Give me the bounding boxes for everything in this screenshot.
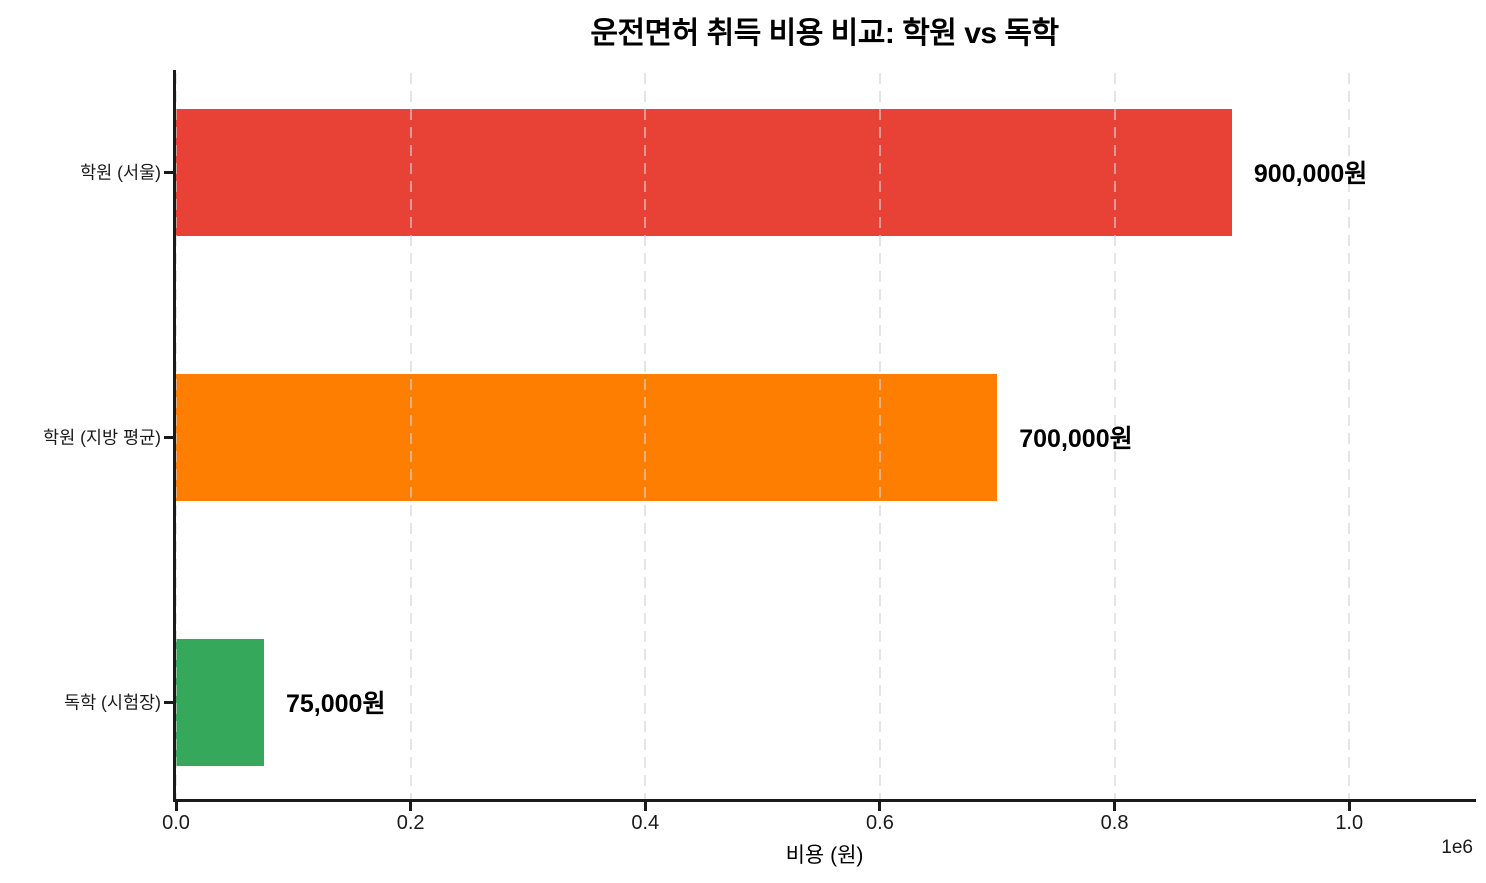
x-tick-label: 0.0 — [162, 812, 190, 834]
y-tick-label: 학원 (서울) — [80, 162, 161, 183]
chart-title: 운전면허 취득 비용 비교: 학원 vs 독학 — [590, 17, 1059, 50]
y-tick-label: 학원 (지방 평균) — [43, 427, 161, 448]
bar-value-label: 700,000원 — [1019, 425, 1133, 453]
y-tick-mark — [164, 170, 173, 174]
bar-value-label: 75,000원 — [285, 690, 386, 718]
x-tick-label: 0.2 — [396, 812, 425, 834]
gridline — [1348, 73, 1351, 800]
bar-1 — [176, 108, 1232, 236]
y-tick-label: 독학 (시험장) — [63, 692, 161, 713]
bar-3 — [176, 638, 264, 766]
x-tick-label: 0.4 — [631, 812, 660, 834]
y-tick-mark — [164, 700, 173, 704]
gridline — [409, 73, 412, 800]
x-tick-mark — [1113, 802, 1117, 811]
x-tick-mark — [878, 802, 882, 811]
bar-2 — [176, 373, 998, 501]
x-tick-label: 0.6 — [866, 812, 894, 834]
x-axis-offset-label: 1e6 — [1441, 837, 1473, 858]
bar-value-label: 900,000원 — [1253, 160, 1368, 188]
x-tick-mark — [174, 802, 178, 811]
x-tick-mark — [643, 802, 647, 811]
gridline — [1113, 73, 1116, 800]
x-tick-label: 1.0 — [1335, 812, 1364, 834]
gridline — [644, 73, 647, 800]
y-tick-mark — [164, 435, 173, 439]
plot-area — [175, 70, 1473, 800]
x-tick-label: 0.8 — [1100, 812, 1129, 834]
gridline — [175, 73, 177, 800]
gridline — [878, 73, 881, 800]
x-tick-mark — [409, 802, 413, 811]
y-axis-spine — [173, 70, 176, 802]
x-tick-mark — [1347, 802, 1351, 811]
x-axis-label: 비용 (원) — [785, 844, 864, 867]
x-axis-spine — [173, 799, 1476, 802]
